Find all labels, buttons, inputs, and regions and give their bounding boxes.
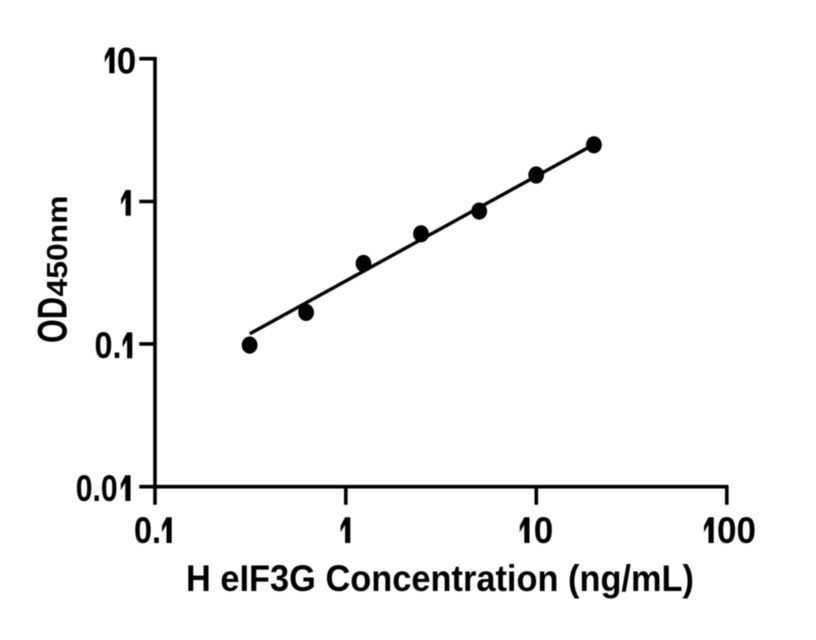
svg-text:0.: 0.: [134, 510, 161, 551]
svg-text:H eIF3G Concentration (ng/mL): H eIF3G Concentration (ng/mL): [186, 557, 694, 599]
svg-text:0: 0: [534, 510, 554, 551]
svg-text:0.0: 0.0: [76, 468, 118, 509]
svg-text:450nm: 450nm: [42, 196, 74, 297]
svg-text:0: 0: [117, 40, 137, 81]
svg-text:OD: OD: [29, 297, 76, 343]
svg-text:00: 00: [717, 510, 756, 551]
svg-text:0.: 0.: [95, 325, 122, 366]
